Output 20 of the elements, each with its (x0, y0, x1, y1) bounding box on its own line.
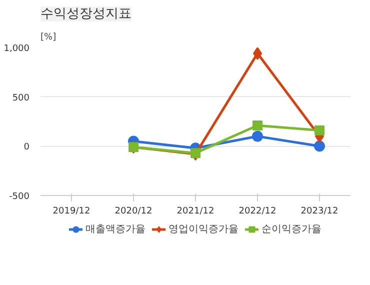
x-tick-label: 2023/12 (300, 206, 338, 216)
x-tick-label: 2019/12 (52, 206, 90, 216)
point (314, 125, 324, 136)
point (190, 148, 200, 158)
y-tick-label: 500 (12, 93, 30, 104)
y-tick-label: 1,000 (4, 44, 30, 54)
chart-title: 수익성장성지표 (40, 6, 132, 22)
point (252, 130, 263, 142)
x-tick-label: 2020/12 (114, 206, 152, 216)
point (314, 140, 325, 152)
x-tick-label: 2022/12 (238, 206, 276, 216)
y-tick-label: 0 (24, 142, 30, 153)
point (253, 48, 262, 60)
legend-label: 매출액증가율 (86, 223, 146, 236)
y-tick-label: -500 (9, 192, 30, 202)
legend-label: 순이익증가율 (262, 223, 322, 236)
y-axis-title: [%] (40, 32, 56, 42)
legend-label: 영업이익증가율 (168, 223, 238, 236)
x-tick-label: 2021/12 (176, 206, 214, 216)
point (252, 120, 262, 130)
